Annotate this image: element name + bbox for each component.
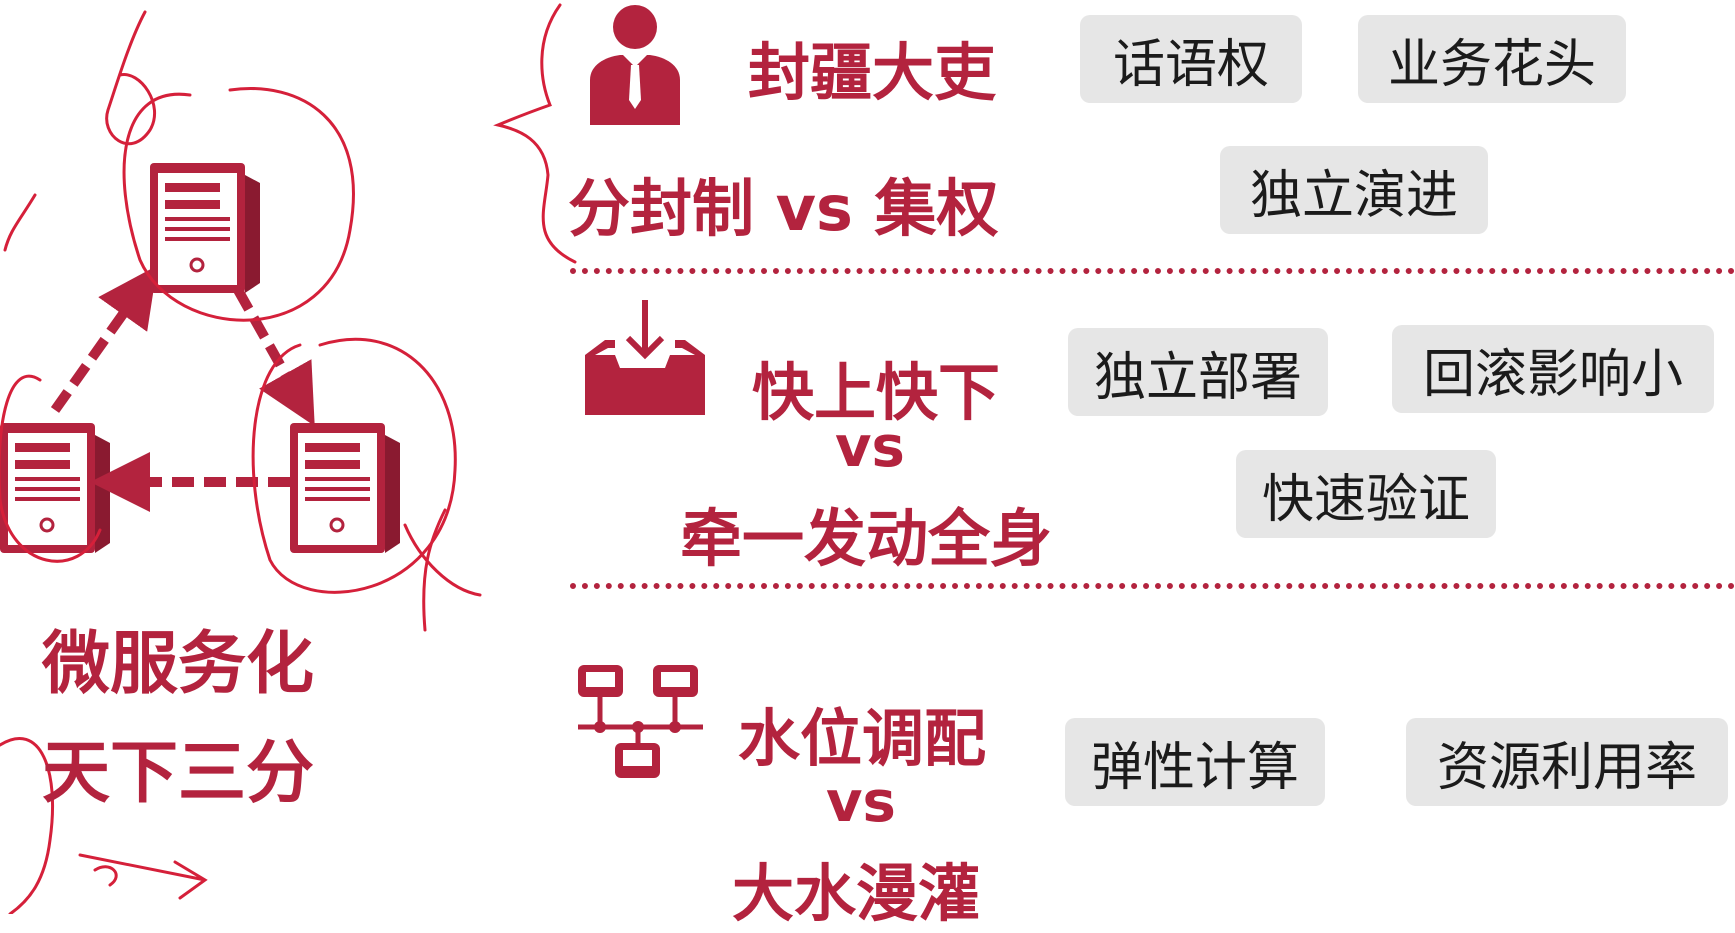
tag-rollback-small-impact: 回滚影响小 xyxy=(1392,325,1714,413)
left-caption-line1: 微服务化 xyxy=(42,625,315,704)
tag-fast-verification: 快速验证 xyxy=(1236,450,1496,538)
section3-title2: 大水漫灌 xyxy=(732,857,981,930)
handwriting-annotations xyxy=(0,10,482,914)
section2-vs: vs xyxy=(835,415,905,480)
server-icon-top xyxy=(148,161,262,295)
tag-independent-evolution: 独立演进 xyxy=(1220,146,1488,234)
server-icon-left xyxy=(0,421,112,555)
section2-title: 快上快下 xyxy=(752,356,1001,429)
section3-vs: vs xyxy=(826,770,896,835)
left-caption-line2: 天下三分 xyxy=(42,734,315,813)
tag-discourse-power: 话语权 xyxy=(1080,15,1302,103)
tag-independent-deploy: 独立部署 xyxy=(1068,328,1328,416)
tag-elastic-compute: 弹性计算 xyxy=(1065,718,1325,806)
microservice-diagram xyxy=(0,10,482,914)
tag-resource-utilization: 资源利用率 xyxy=(1406,718,1728,806)
tag-business-tricks: 业务花头 xyxy=(1358,15,1626,103)
server-icon-right xyxy=(288,421,402,555)
arrow-top-to-right xyxy=(233,287,315,427)
divider-2 xyxy=(570,583,1735,589)
section1-title: 封疆大吏 xyxy=(748,36,997,109)
arrow-left-to-top xyxy=(50,265,158,413)
section3-title: 水位调配 xyxy=(738,702,987,775)
section1-subtitle: 分封制 vs 集权 xyxy=(568,172,999,245)
section2-title2: 牵一发动全身 xyxy=(680,502,1053,575)
divider-1 xyxy=(570,268,1735,274)
